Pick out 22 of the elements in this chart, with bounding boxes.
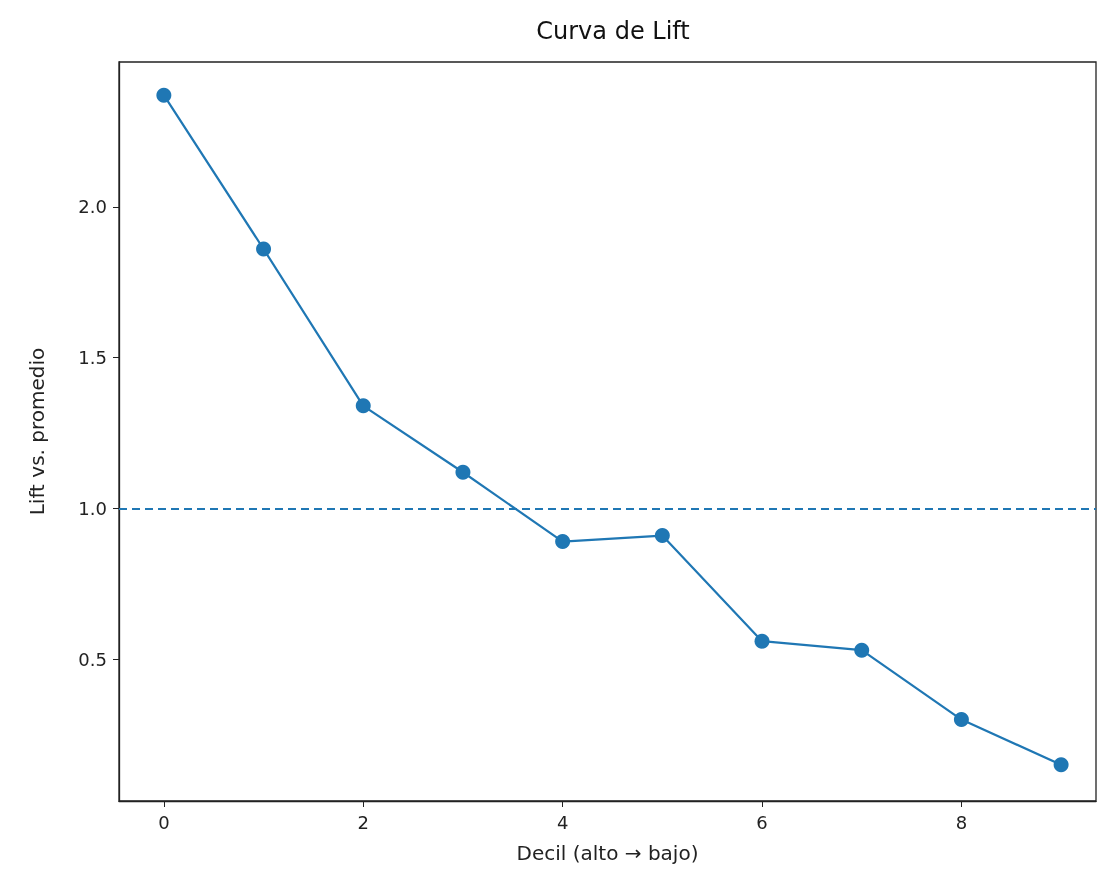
y-tick-label: 1.0 xyxy=(78,497,107,519)
point xyxy=(355,398,371,414)
point xyxy=(156,87,172,103)
point xyxy=(854,642,870,658)
point xyxy=(754,633,770,649)
chart-title: Curva de Lift xyxy=(536,17,690,45)
y-tick-label: 0.5 xyxy=(78,648,107,670)
x-axis-title: Decil (alto → bajo) xyxy=(516,841,699,865)
x-tick-label: 4 xyxy=(556,811,569,833)
x-tick-label: 0 xyxy=(158,811,170,833)
y-axis-title: Lift vs. promedio xyxy=(25,347,49,516)
point xyxy=(555,534,571,550)
point xyxy=(953,712,969,728)
y-tick-label: 2.0 xyxy=(78,196,107,218)
point xyxy=(256,241,272,257)
y-tick-label: 1.5 xyxy=(78,347,107,369)
point xyxy=(654,528,670,544)
point xyxy=(1053,757,1069,773)
x-tick-label: 2 xyxy=(357,811,369,833)
x-tick-label: 8 xyxy=(955,811,968,833)
x-tick-label: 6 xyxy=(756,811,768,833)
point xyxy=(455,464,471,480)
